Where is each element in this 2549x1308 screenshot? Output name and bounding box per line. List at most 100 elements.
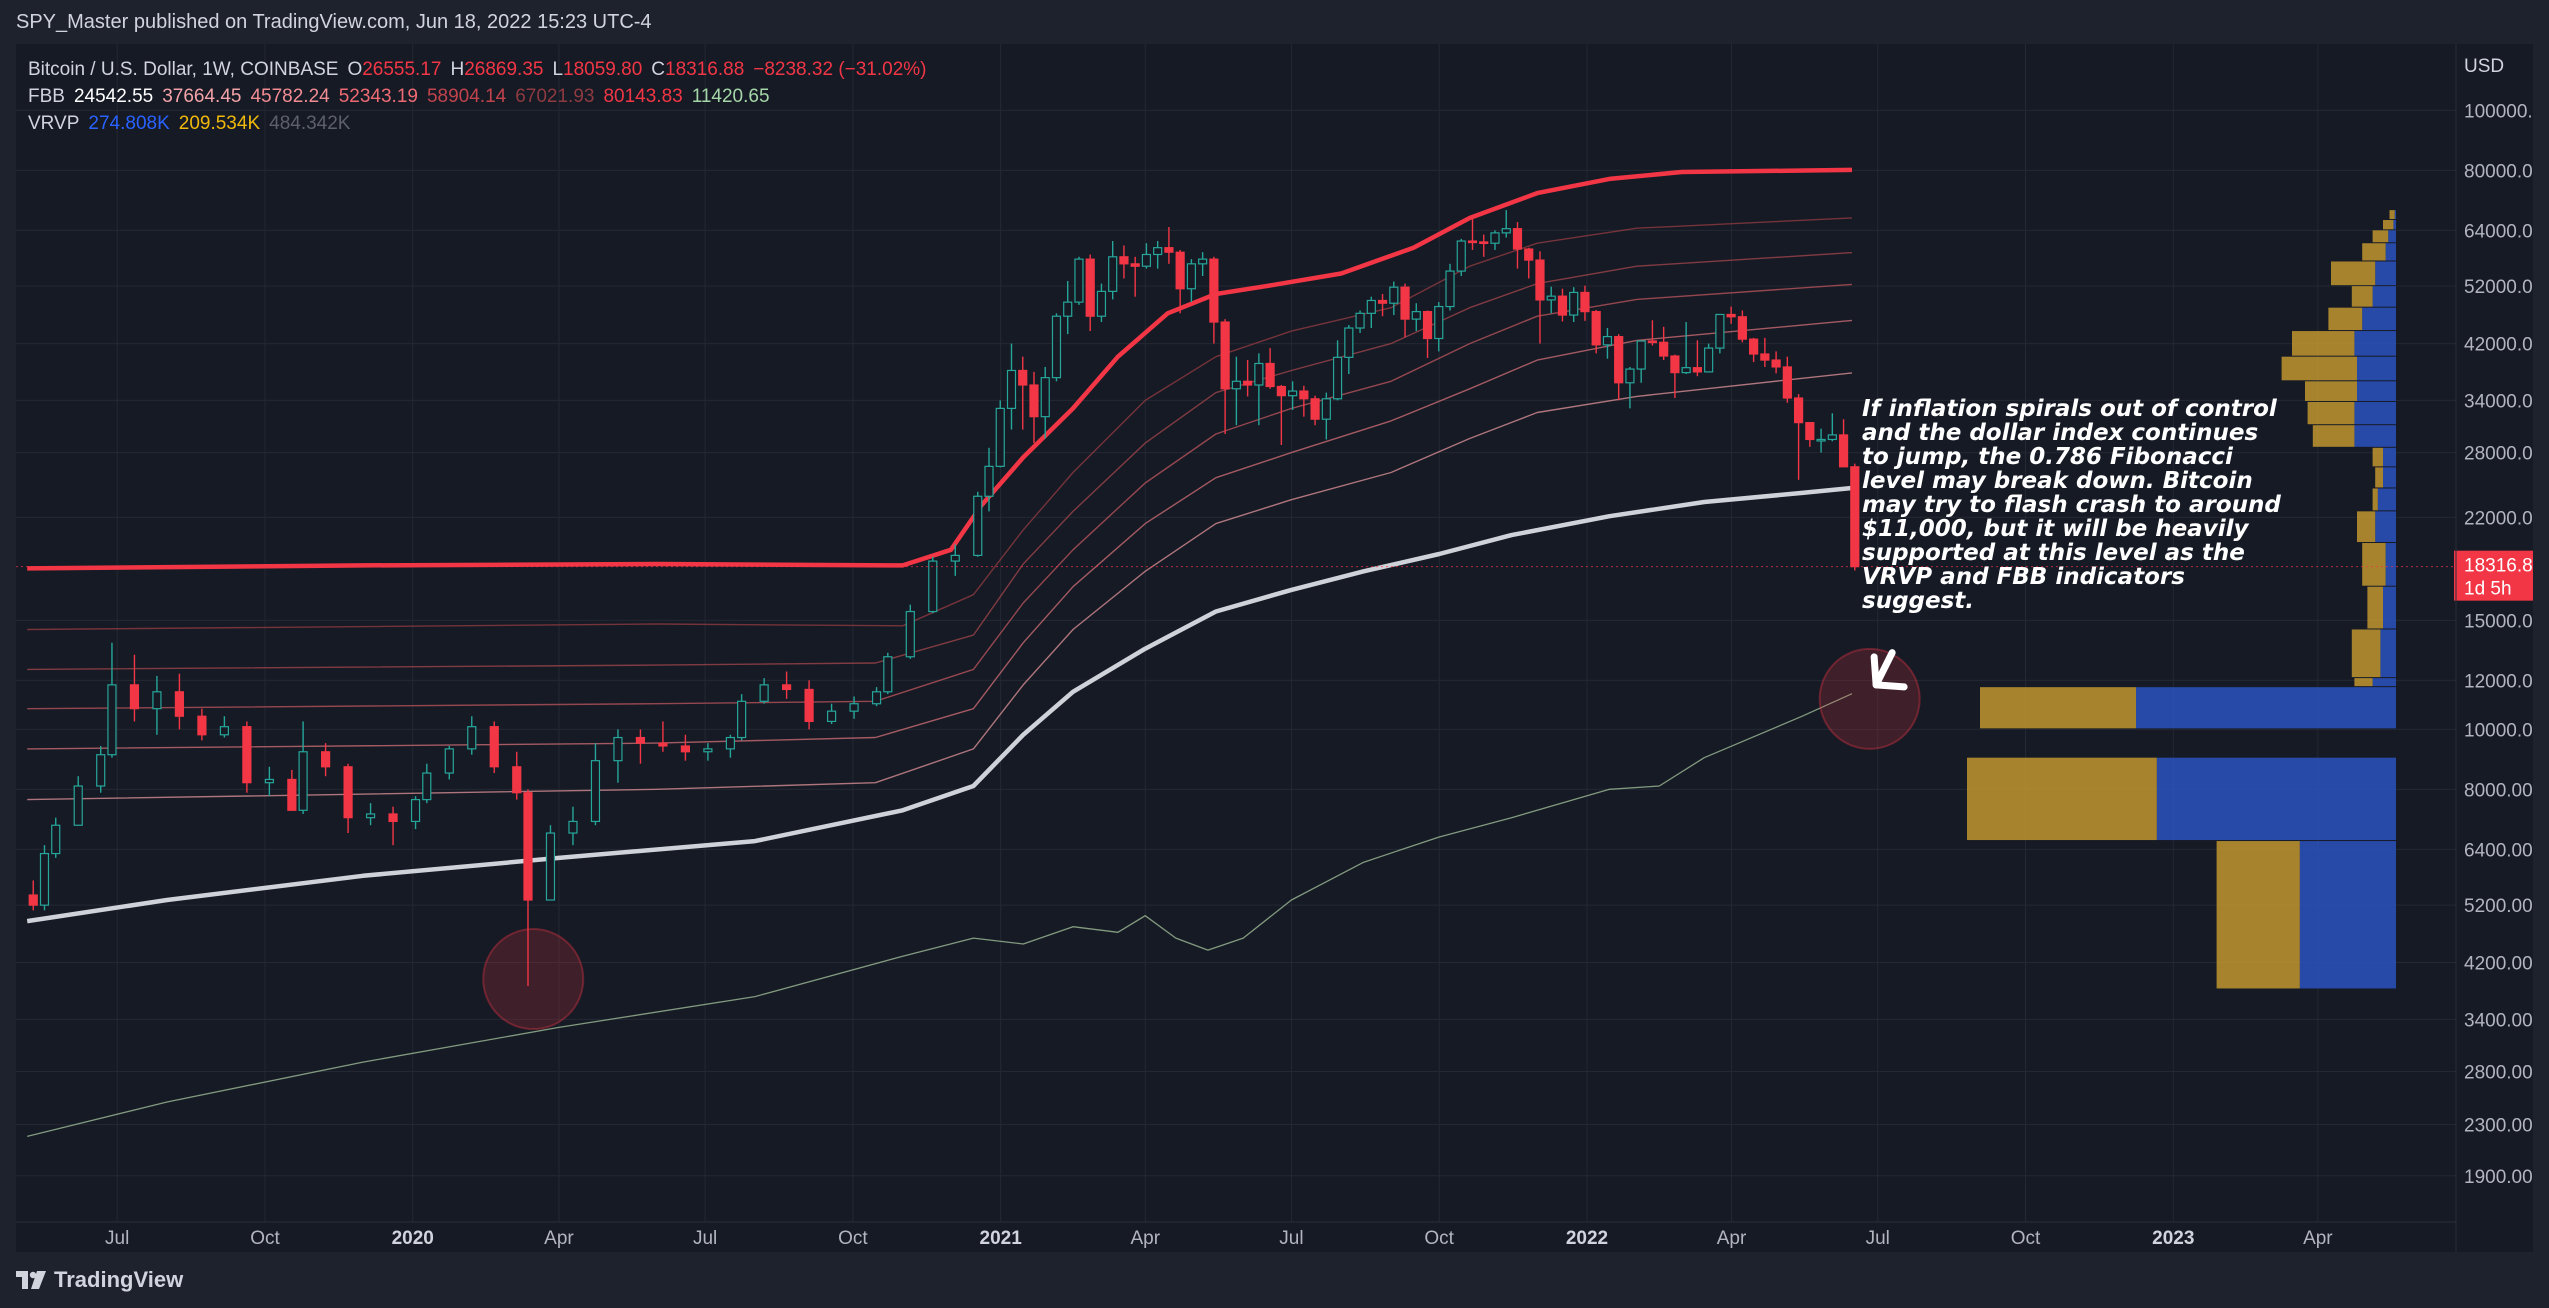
candle-up [737, 700, 747, 739]
fbb-legend-row[interactable]: FBB 24542.55 37664.45 45782.24 52343.19 5890… [28, 83, 927, 110]
chart-area[interactable]: USD 100000.00 80000.00 64000.00 52000.00 4200… [16, 44, 2549, 1252]
candle-up [1051, 315, 1062, 379]
candle-up [107, 684, 117, 756]
time-scale-bg [16, 1222, 2456, 1252]
vrvp-bar-down [2307, 401, 2355, 425]
time-tick-label: Jul [105, 1228, 129, 1249]
price-tick-label: 42000.00 [2464, 335, 2533, 356]
candle-up [1636, 340, 1646, 370]
price-tick-label: 15000.00 [2464, 611, 2533, 632]
price-tick-label: 1900.00 [2464, 1167, 2533, 1188]
candle-down [1029, 384, 1039, 418]
candle-up [1704, 347, 1714, 373]
fbb-value: 58904.14 [426, 86, 507, 107]
time-tick-label: 2021 [980, 1228, 1023, 1249]
candle-down [1377, 299, 1388, 304]
candle-up [365, 813, 376, 819]
vrvp-bar-up [2136, 687, 2396, 729]
price-tick-label: 64000.00 [2464, 221, 2533, 242]
vrvp-bar-up [2375, 511, 2396, 543]
candle-up [73, 785, 83, 826]
candle-up [1681, 367, 1691, 374]
time-tick-label: Oct [1424, 1228, 1454, 1249]
price-tick-label: 6400.00 [2464, 840, 2533, 861]
candle-down [1749, 338, 1759, 355]
vrvp-bar-down [2383, 220, 2394, 230]
vrvp-bar-up [2372, 286, 2396, 307]
vrvp-bar-up [2357, 381, 2396, 401]
vrvp-bar-up [2362, 307, 2396, 331]
time-tick-label: Apr [1130, 1228, 1160, 1249]
candle-down [1400, 286, 1410, 320]
vrvp-indicator-label[interactable]: VRVP [28, 113, 80, 134]
candle-up [422, 772, 432, 801]
currency-label: USD [2464, 56, 2504, 77]
vrvp-bar-down [2331, 261, 2376, 286]
axes: USD 100000.00 80000.00 64000.00 52000.00 4200… [16, 44, 2549, 1252]
candle-down [287, 778, 297, 811]
candle-down [1130, 263, 1140, 267]
candle-up [152, 691, 162, 710]
vrvp-bar-up [2388, 230, 2396, 243]
highlight-circle [1818, 647, 1921, 750]
candle-up [871, 691, 882, 705]
candle-up [1040, 377, 1050, 418]
vrvp-bar-down [2372, 230, 2389, 243]
candle-down [1614, 336, 1624, 384]
candle-up [1490, 232, 1500, 244]
price-tick-label: 5200.00 [2464, 896, 2533, 917]
vrvp-legend-row[interactable]: VRVP 274.808K 209.534K 484.342K [28, 110, 927, 137]
arrow-head [1870, 653, 1908, 691]
tradingview-logo-icon [16, 1271, 46, 1289]
candle-up [1366, 299, 1376, 314]
candle-up [1063, 301, 1073, 317]
candle-up [467, 726, 477, 750]
candle-down [1276, 385, 1286, 397]
vrvp-bar-down [2328, 307, 2363, 331]
fbb-indicator-label[interactable]: FBB [28, 86, 65, 107]
candle-up [1332, 356, 1343, 400]
candle-down [523, 792, 533, 901]
candle-down [489, 726, 499, 768]
symbol-legend-row[interactable]: Bitcoin / U.S. Dollar, 1W, COINBASE O265… [28, 56, 927, 83]
vrvp-bar-up [2385, 243, 2396, 261]
candle-down [1535, 259, 1545, 301]
time-tick-label: Oct [2011, 1228, 2041, 1249]
candle-down [1209, 258, 1219, 323]
vrvp-bar-up [2383, 586, 2396, 629]
candle-up [1411, 311, 1421, 320]
candle-up [1827, 434, 1837, 441]
candle-up [96, 754, 106, 787]
price-chart[interactable]: USD 100000.00 80000.00 64000.00 52000.00 4200… [16, 44, 2549, 1252]
vrvp-bar-down [2375, 467, 2383, 488]
time-tick-label: Apr [1717, 1228, 1747, 1249]
fbb-value: 11420.65 [691, 86, 770, 107]
time-tick-label: 2022 [1566, 1228, 1608, 1249]
tradingview-logo[interactable]: TradingView [16, 1267, 183, 1293]
volume-profile [1967, 210, 2396, 989]
fbb-value: 80143.83 [603, 86, 683, 107]
fbb-basis-line [26, 485, 1853, 924]
candle-up [826, 710, 837, 723]
candle-down [1782, 366, 1792, 399]
vrvp-bar-up [2383, 467, 2396, 488]
candlesticks [16, 210, 2456, 986]
candle-up [1321, 398, 1331, 420]
candle-up [545, 832, 556, 901]
candle-down [1692, 367, 1702, 373]
candle-down [1670, 355, 1680, 374]
candle-down [1310, 398, 1320, 420]
fbb-lower-band-line [27, 693, 1853, 1138]
candle-up [1096, 290, 1107, 317]
candle-down [1018, 369, 1028, 386]
analysis-note[interactable]: If inflation spirals out of control and … [1862, 396, 2281, 614]
candle-up [444, 748, 454, 774]
vrvp-bar-down [2281, 356, 2357, 381]
symbol-name[interactable]: Bitcoin / U.S. Dollar, 1W, COINBASE [28, 59, 339, 80]
vrvp-bar-down [2372, 488, 2378, 511]
candle-down [1512, 228, 1523, 250]
candle-down [1243, 380, 1253, 386]
candle-down [658, 742, 668, 747]
candle-down [1760, 353, 1770, 361]
high-value: 26869.35 [464, 59, 544, 80]
